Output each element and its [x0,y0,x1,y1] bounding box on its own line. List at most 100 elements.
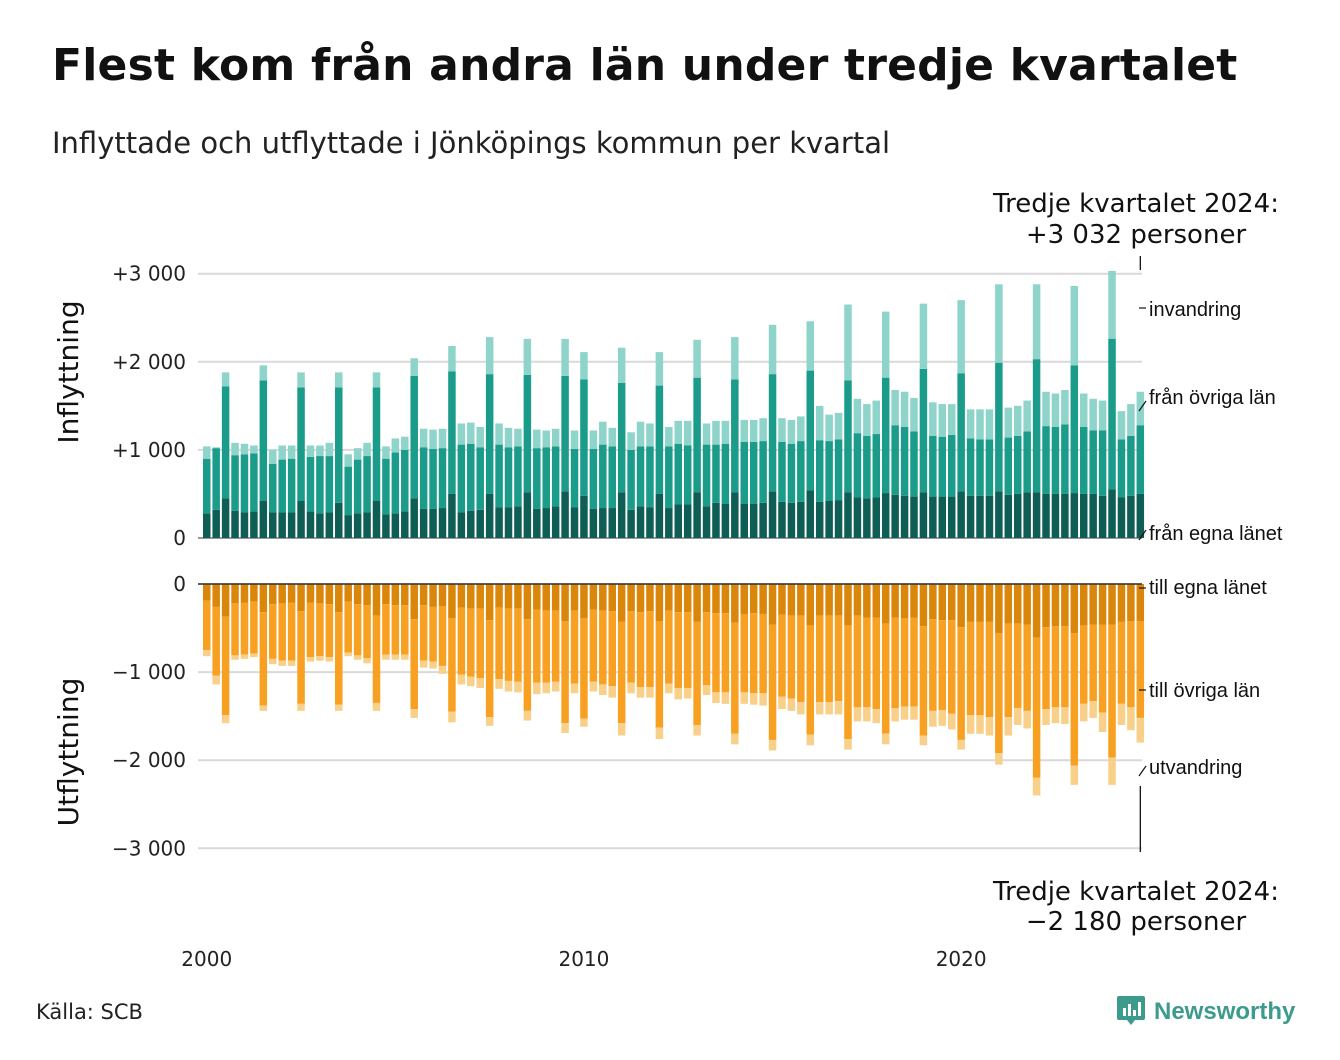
bar-till-ovriga-lan [863,617,871,708]
bar-till-ovriga-lan [834,615,843,702]
bar-fran-ovriga-lan [448,371,456,494]
bar-invandring [504,427,513,448]
bar-invandring [570,430,579,450]
bar-till-egna-lanet [995,584,1003,634]
bar-utvandring [410,709,418,718]
bar-utvandring [740,692,749,704]
bar-till-ovriga-lan [1108,624,1116,758]
bar-till-ovriga-lan [382,604,390,655]
bar-fran-ovriga-lan [335,387,343,503]
bar-invandring [966,409,975,439]
bar-fran-egna-lanet [787,502,796,538]
bar-fran-egna-lanet [363,512,371,538]
bar-till-ovriga-lan [259,612,268,706]
bar-fran-ovriga-lan [495,444,503,508]
bar-invandring [947,404,956,435]
bar-utvandring [693,724,701,736]
bar-till-ovriga-lan [702,612,711,686]
bar-invandring [203,446,211,459]
bar-till-ovriga-lan [966,621,975,716]
bar-invandring [457,423,466,445]
bar-till-egna-lanet [542,584,550,611]
bar-till-egna-lanet [966,584,975,622]
bar-fran-ovriga-lan [316,456,324,514]
bar-utvandring [853,707,862,722]
bar-utvandring [316,656,324,661]
bar-till-egna-lanet [410,584,418,620]
bar-fran-ovriga-lan [815,440,824,502]
bar-invandring [853,398,862,434]
bar-till-egna-lanet [599,584,607,611]
bar-invandring [787,419,796,444]
bar-fran-egna-lanet [221,498,230,538]
bar-till-egna-lanet [844,584,852,626]
bar-utvandring [1127,707,1135,731]
bar-utvandring [863,707,871,722]
y-tick-label: +1 000 [112,438,186,462]
label-fran-egna-lanet: från egna länet [1149,523,1283,545]
bar-fran-ovriga-lan [853,433,862,498]
bar-till-ovriga-lan [212,606,220,676]
bar-till-egna-lanet [287,584,296,603]
bar-till-ovriga-lan [900,618,909,707]
bar-invandring [806,321,815,371]
bar-invandring [269,449,277,464]
bar-fran-egna-lanet [410,498,418,538]
bar-invandring [221,372,230,387]
bar-fran-egna-lanet [1117,497,1126,538]
bar-till-ovriga-lan [1127,621,1135,708]
bar-till-ovriga-lan [533,609,541,683]
bar-utvandring [768,739,777,751]
bar-utvandring [335,704,343,711]
bar-utvandring [429,661,437,669]
bar-till-ovriga-lan [391,605,400,655]
bar-fran-ovriga-lan [419,447,428,509]
bar-invandring [693,339,701,378]
bar-till-egna-lanet [900,584,909,619]
bar-till-egna-lanet [985,584,994,622]
bar-invandring [768,324,777,375]
bar-fran-ovriga-lan [457,444,466,513]
bar-till-ovriga-lan [731,622,739,734]
bar-invandring [1061,389,1069,425]
bar-invandring [891,389,899,426]
bar-utvandring [438,665,447,674]
bar-till-ovriga-lan [467,608,475,677]
bar-fran-ovriga-lan [401,449,409,512]
bar-invandring [391,438,400,453]
newsworthy-logo[interactable]: Newsworthy [1116,994,1295,1030]
newsworthy-logo-icon [1116,994,1146,1030]
bar-till-egna-lanet [929,584,937,620]
bar-fran-ovriga-lan [778,441,786,502]
bar-invandring [344,454,352,467]
bar-till-ovriga-lan [1023,624,1031,711]
bar-invandring [815,405,824,441]
series-labels: invandring från övriga län från egna län… [1138,299,1283,779]
bar-utvandring [363,658,371,664]
bar-invandring [1051,393,1060,427]
bar-till-ovriga-lan [476,608,484,679]
bar-invandring [429,429,437,450]
bar-utvandring [221,715,230,724]
x-tick-label: 2020 [936,947,987,971]
bar-till-egna-lanet [938,584,947,621]
bar-fran-ovriga-lan [325,456,334,513]
bar-till-ovriga-lan [589,609,598,682]
bar-utvandring [815,702,824,715]
bar-till-ovriga-lan [721,613,730,693]
bar-till-egna-lanet [740,584,749,614]
bar-fran-egna-lanet [797,501,805,538]
bar-utvandring [542,682,550,694]
bar-invandring [1023,400,1031,432]
bar-till-ovriga-lan [740,613,749,693]
bar-fran-ovriga-lan [768,374,777,492]
bar-fran-ovriga-lan [731,379,739,493]
bar-till-egna-lanet [316,584,324,604]
bar-fran-ovriga-lan [221,386,230,499]
bar-till-ovriga-lan [693,621,701,725]
bar-utvandring [910,706,918,720]
bar-utvandring [1108,757,1116,785]
bar-invandring [476,426,484,448]
bar-fran-ovriga-lan [636,446,645,507]
bar-fran-ovriga-lan [1117,439,1126,498]
